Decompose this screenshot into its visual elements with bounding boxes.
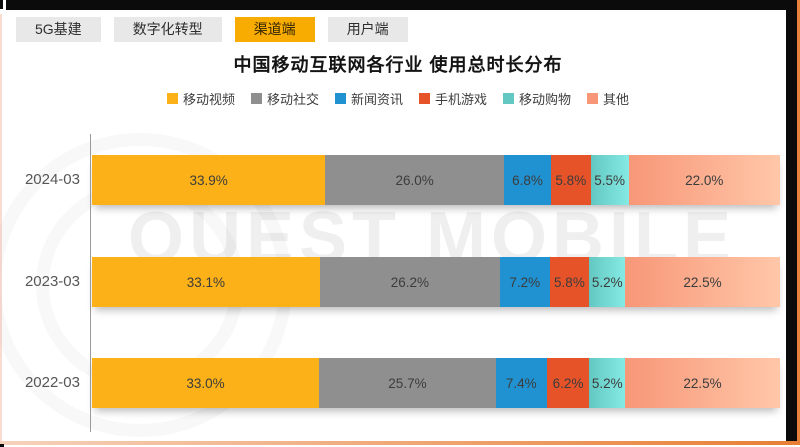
chart-title: 中国移动互联网各行业 使用总时长分布 [233, 55, 563, 75]
bottom-orange-border [0, 441, 800, 445]
segment-value-label: 5.2% [591, 274, 623, 290]
top-border-bar [6, 0, 787, 10]
legend-label: 移动购物 [519, 92, 572, 107]
bar-segment: 26.0% [325, 155, 505, 205]
legend-label: 移动社交 [266, 92, 319, 107]
bar-segment: 7.2% [499, 257, 550, 307]
legend-swatch [503, 93, 515, 104]
category-label: 2022-03 [24, 374, 80, 391]
bar-track: 33.1% 26.2% 7.2% 5.8% 5.2% 22.5% [92, 257, 780, 307]
legend-label: 移动视频 [182, 92, 235, 107]
legend-swatch [250, 93, 262, 104]
bar-segment: 6.8% [504, 155, 551, 205]
legend-item: 新闻资讯 [334, 89, 403, 108]
legend-label: 新闻资讯 [350, 92, 403, 107]
legend-item: 移动视频 [166, 89, 235, 108]
bar-segment: 5.2% [589, 257, 626, 307]
segment-value-label: 22.5% [683, 375, 722, 391]
segment-value-label: 26.2% [390, 274, 429, 290]
segment-value-label: 33.0% [186, 375, 225, 391]
legend-item: 手机游戏 [419, 89, 487, 108]
segment-value-label: 6.2% [552, 375, 584, 391]
bar-segment: 22.5% [625, 358, 780, 408]
segment-value-label: 33.9% [189, 172, 228, 188]
tab-bar: 5G基建 数字化转型 渠道端 用户端 [16, 17, 408, 42]
bar-segment: 5.5% [590, 155, 629, 205]
bar-row: 2023-03 33.1% 26.2% 7.2% 5.8% 5.2% 22.5% [0, 257, 800, 307]
tab-channel-side[interactable]: 渠道端 [234, 17, 315, 42]
legend-label: 手机游戏 [435, 92, 488, 107]
legend-swatch [334, 93, 346, 104]
right-outer-orange-border [797, 0, 800, 445]
bar-segment: 33.9% [92, 155, 326, 205]
bar-segment: 25.7% [319, 358, 496, 408]
legend-swatch [166, 93, 178, 104]
segment-value-label: 25.7% [388, 375, 427, 391]
segment-value-label: 7.2% [509, 274, 541, 290]
tab-5g-infrastructure[interactable]: 5G基建 [16, 17, 101, 42]
legend-swatch [419, 93, 430, 104]
segment-value-label: 5.8% [554, 274, 585, 290]
segment-value-label: 5.8% [555, 172, 587, 188]
bar-segment: 22.5% [625, 257, 780, 307]
segment-value-label: 5.5% [594, 172, 626, 188]
segment-value-label: 22.5% [683, 274, 722, 290]
tab-user-side[interactable]: 用户端 [327, 17, 408, 42]
tab-digital-transformation[interactable]: 数字化转型 [113, 17, 222, 42]
segment-value-label: 5.2% [591, 375, 623, 391]
bar-segment: 22.0% [628, 155, 780, 205]
right-border-bar [786, 0, 797, 442]
segment-value-label: 33.1% [186, 274, 225, 290]
segment-value-label: 6.8% [512, 172, 543, 188]
bottom-left-notch [0, 444, 4, 447]
bar-segment: 5.2% [589, 358, 626, 408]
legend-item: 其他 [587, 89, 629, 108]
legend-swatch [587, 93, 599, 104]
segment-value-label: 7.4% [505, 375, 537, 391]
legend-item: 移动购物 [503, 89, 571, 108]
y-axis-line [90, 134, 91, 432]
bar-row: 2024-03 33.9% 26.0% 6.8% 5.8% 5.5% 22.0% [0, 155, 800, 205]
bar-segment: 33.1% [92, 257, 320, 307]
bar-segment: 6.2% [546, 358, 590, 408]
category-label: 2023-03 [24, 273, 80, 290]
segment-value-label: 22.0% [685, 172, 724, 188]
bar-row: 2022-03 33.0% 25.7% 7.4% 6.2% 5.2% 22.5% [0, 358, 800, 408]
legend-item: 移动社交 [250, 89, 319, 108]
bar-segment: 26.2% [319, 257, 500, 307]
bar-track: 33.9% 26.0% 6.8% 5.8% 5.5% 22.0% [92, 155, 780, 205]
legend: 移动视频 移动社交 新闻资讯 手机游戏 移动购物 其他 [0, 89, 796, 108]
top-left-notch [0, 0, 3, 9]
bar-segment: 5.8% [550, 155, 591, 205]
bar-segment: 33.0% [92, 358, 320, 408]
bar-segment: 7.4% [495, 358, 547, 408]
bar-segment: 5.8% [549, 257, 590, 307]
legend-label: 其他 [603, 92, 630, 107]
category-label: 2024-03 [24, 171, 80, 188]
bar-track: 33.0% 25.7% 7.4% 6.2% 5.2% 22.5% [92, 358, 780, 408]
segment-value-label: 26.0% [395, 172, 434, 188]
